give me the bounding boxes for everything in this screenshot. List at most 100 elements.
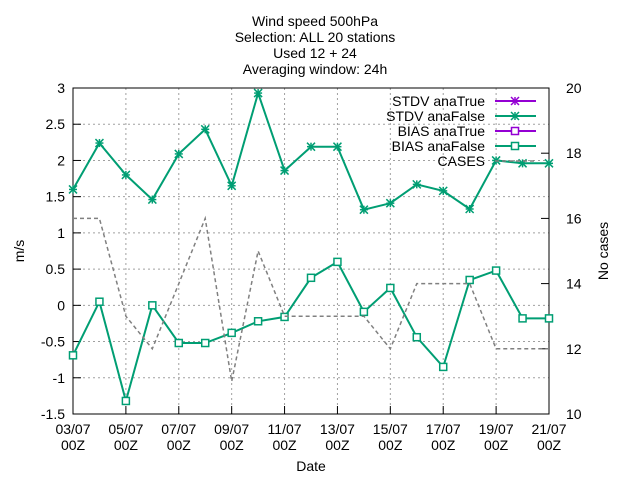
y-tick-label: 2.5 — [46, 116, 66, 132]
y2-tick-label: 12 — [566, 341, 582, 357]
data-point — [518, 314, 527, 323]
data-point — [147, 195, 157, 205]
marker-stroke — [438, 186, 448, 196]
data-point — [306, 273, 316, 283]
data-point — [68, 184, 78, 194]
y-tick-label: 0 — [57, 297, 65, 313]
data-point — [253, 317, 263, 326]
data-point — [174, 149, 184, 159]
x-tick-time: 00Z — [325, 437, 350, 453]
data-point — [200, 338, 210, 348]
series — [68, 88, 554, 406]
marker-stroke — [94, 138, 104, 148]
x-tick-date: 03/07 — [55, 421, 90, 437]
x-tick-date: 09/07 — [214, 421, 249, 437]
marker-stroke — [332, 142, 342, 152]
data-point — [359, 307, 369, 317]
data-point — [385, 198, 395, 208]
data-point — [306, 142, 316, 152]
marker-stroke — [68, 184, 78, 194]
y-tick-label: 0.5 — [46, 261, 66, 277]
y-tick-label: -1.5 — [41, 406, 65, 422]
marker-stroke — [200, 124, 210, 134]
data-point — [412, 179, 422, 189]
y2-tick-label: 16 — [566, 210, 582, 226]
data-point — [148, 301, 157, 310]
x-tick-time: 00Z — [378, 437, 403, 453]
data-point — [227, 328, 236, 338]
data-point — [438, 186, 448, 196]
title-line: Averaging window: 24h — [243, 61, 388, 77]
marker-stroke — [147, 195, 157, 205]
x-axis-label: Date — [296, 458, 326, 474]
x-tick-time: 00Z — [61, 437, 86, 453]
data-point — [253, 88, 263, 98]
data-point — [227, 181, 237, 191]
y2-tick-label: 10 — [566, 406, 582, 422]
x-tick-date: 13/07 — [320, 421, 355, 437]
y-axis-label: m/s — [11, 240, 27, 263]
y-tick-label: 1 — [57, 225, 65, 241]
marker-stroke — [253, 88, 263, 98]
data-point — [465, 204, 475, 214]
marker-stroke — [306, 142, 316, 152]
grid — [73, 88, 549, 414]
y-tick-label: 3 — [57, 80, 65, 96]
data-point — [333, 257, 342, 267]
data-point — [174, 338, 184, 348]
x-tick-date: 15/07 — [373, 421, 408, 437]
data-point — [121, 396, 131, 406]
data-point — [386, 283, 395, 293]
y-tick-label: 2 — [57, 152, 65, 168]
data-point — [68, 351, 78, 360]
x-tick-date: 07/07 — [161, 421, 196, 437]
data-point — [332, 142, 342, 152]
data-point — [412, 332, 422, 342]
data-point — [544, 314, 554, 323]
x-tick-time: 00Z — [220, 437, 245, 453]
legend-label: CASES — [438, 153, 485, 169]
data-point — [94, 138, 104, 148]
data-point — [544, 158, 554, 168]
marker-stroke — [465, 204, 475, 214]
marker-stroke — [385, 198, 395, 208]
series-line-cases — [73, 215, 549, 382]
y-tick-label: -0.5 — [41, 334, 65, 350]
plot-frame — [72, 87, 550, 415]
legend-label: BIAS anaFalse — [392, 138, 486, 154]
data-point — [121, 170, 131, 180]
y2-tick-label: 20 — [566, 80, 582, 96]
data-point — [438, 362, 448, 372]
axis-ticks: -1.5 -1 -0.5 0 0.5 1 1.5 2 2.5 3 10 12 14 16 18 20 03/07… — [41, 80, 582, 453]
title-line: Used 12 + 24 — [273, 45, 357, 61]
marker-stroke — [544, 158, 554, 168]
marker-stroke — [412, 179, 422, 189]
y-tick-label: -1 — [53, 370, 66, 386]
title-line: Wind speed 500hPa — [252, 13, 378, 29]
y2-tick-label: 18 — [566, 145, 582, 161]
x-tick-time: 00Z — [431, 437, 456, 453]
marker-stroke — [121, 170, 131, 180]
data-point — [280, 166, 290, 176]
data-point — [200, 124, 210, 134]
x-tick-date: 05/07 — [108, 421, 143, 437]
title-line: Selection: ALL 20 stations — [235, 29, 396, 45]
legend-label: BIAS anaTrue — [398, 123, 486, 139]
legend-marker — [510, 141, 520, 151]
data-point — [359, 205, 369, 215]
marker-stroke — [359, 205, 369, 215]
x-tick-date: 11/07 — [268, 421, 302, 437]
legend-marker — [510, 111, 520, 121]
legend-marker — [510, 96, 520, 106]
series-line-bias-anafalse — [72, 260, 549, 405]
x-tick-date: 21/07 — [531, 421, 566, 437]
y2-axis-label: No cases — [595, 222, 611, 280]
y-tick-label: 1.5 — [46, 189, 66, 205]
x-tick-time: 00Z — [484, 437, 509, 453]
marker-stroke — [280, 166, 290, 176]
x-tick-time: 00Z — [537, 437, 562, 453]
legend-label: STDV anaFalse — [386, 108, 485, 124]
